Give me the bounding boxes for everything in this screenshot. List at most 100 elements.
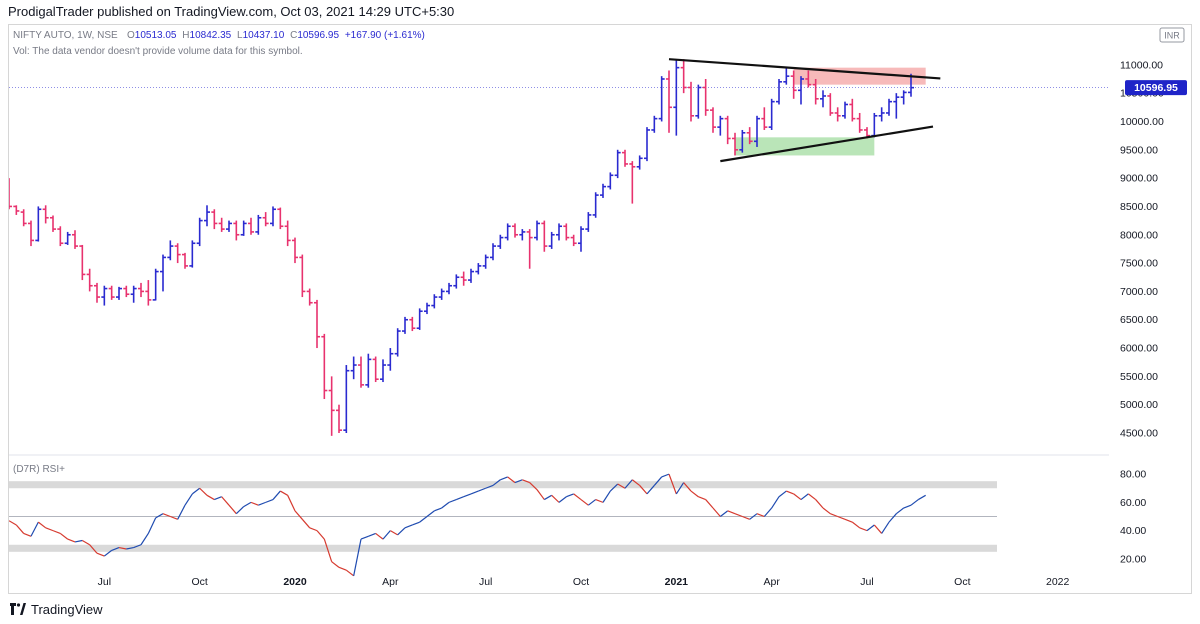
rsi-band	[9, 481, 997, 489]
ohlc-bar	[277, 207, 284, 230]
ohlc-bar	[42, 205, 49, 224]
rsi-segment	[162, 513, 171, 518]
rsi-segment	[822, 507, 831, 515]
ohlc-bar	[556, 223, 562, 241]
symbol-title: NIFTY AUTO, 1W, NSE	[13, 30, 118, 41]
rsi-tick-label: 40.00	[1120, 525, 1146, 537]
ohlc-bar	[64, 231, 71, 245]
ohlc-bar	[152, 268, 159, 301]
rsi-segment	[698, 496, 706, 501]
price-tick-label: 6000.00	[1120, 343, 1158, 355]
ohlc-bar	[695, 84, 702, 119]
rsi-tick-label: 20.00	[1120, 553, 1146, 565]
rsi-segment	[412, 521, 420, 526]
ohlc-bar	[365, 353, 372, 388]
change-value: +167.90 (+1.61%)	[345, 30, 425, 41]
ohlc-bar	[270, 206, 276, 227]
chart-frame[interactable]: NIFTY AUTO, 1W, NSE O10513.05 H10842.35 …	[8, 24, 1192, 594]
rsi-segment	[111, 547, 120, 551]
footer-brand[interactable]: TradingView	[10, 600, 103, 618]
ohlc-bar	[805, 70, 812, 88]
rsi-segment	[778, 490, 787, 498]
rsi-segment	[375, 532, 384, 540]
ohlc-bar	[651, 115, 658, 133]
ohlc-bar	[306, 288, 313, 306]
rsi-segment	[873, 524, 883, 534]
rsi-segment	[830, 513, 838, 518]
ohlc-bar	[79, 244, 86, 281]
time-tick-label: Apr	[763, 576, 780, 588]
ohlc-bar	[820, 90, 826, 108]
ohlc-bar	[578, 226, 584, 252]
rsi-segment	[661, 473, 670, 478]
ohlc-bar	[453, 274, 460, 289]
ohlc-bar	[886, 98, 892, 116]
ohlc-bar	[541, 220, 548, 252]
ohlc-bar	[739, 129, 746, 153]
rsi-segment	[235, 506, 245, 515]
ohlc-bar	[629, 161, 636, 204]
price-pane[interactable]	[9, 58, 1109, 436]
rsi-segment	[345, 569, 355, 577]
ohlc-bar	[394, 328, 401, 357]
rsi-segment	[228, 504, 237, 515]
rsi-segment	[250, 501, 259, 506]
ohlc-bar	[431, 294, 438, 309]
chart-canvas[interactable]: NIFTY AUTO, 1W, NSE O10513.05 H10842.35 …	[9, 25, 1191, 593]
ohlc-bar	[776, 78, 782, 105]
time-tick-label: Jul	[479, 576, 492, 588]
rsi-segment	[89, 544, 98, 554]
price-tick-label: 6500.00	[1120, 314, 1158, 326]
time-tick-label: Oct	[954, 576, 970, 588]
price-tick-label: 10000.00	[1120, 116, 1164, 128]
rsi-segment	[323, 538, 333, 562]
rsi-tick-label: 60.00	[1120, 497, 1146, 509]
ohlc-bar	[790, 70, 797, 99]
ohlc-bar	[570, 234, 577, 247]
ohlc-bar	[475, 263, 482, 275]
ohlc-bar	[768, 98, 775, 130]
ohlc-readout: O10513.05 H10842.35 L10437.10 C10596.95 …	[127, 30, 425, 41]
ohlc-bar	[86, 268, 93, 292]
ohlc-bar	[350, 356, 357, 380]
rsi-segment	[59, 532, 69, 540]
rsi-pane[interactable]	[9, 473, 997, 577]
ohlc-bar	[732, 132, 738, 156]
ohlc-bar	[908, 73, 914, 97]
price-tick-label: 4500.00	[1120, 428, 1158, 440]
lower-trendline	[720, 125, 934, 163]
last-price-label: 10596.95	[1134, 82, 1178, 94]
ohlc-bar	[526, 229, 533, 269]
rsi-segment	[258, 501, 266, 506]
low-value: 10437.10	[243, 30, 285, 41]
ohlc-bar	[57, 226, 64, 247]
rsi-segment	[338, 566, 347, 571]
ohlc-bar	[321, 333, 328, 400]
rsi-segment	[448, 498, 457, 503]
rsi-segment	[580, 499, 589, 506]
rsi-segment	[742, 515, 750, 520]
rsi-segment	[126, 546, 134, 550]
time-tick-label: Apr	[382, 576, 399, 588]
footer-brand-text: TradingView	[31, 601, 103, 617]
ohlc-bar	[292, 237, 298, 264]
last-price-badge	[1125, 80, 1187, 96]
ohlc-bar	[13, 205, 20, 215]
ohlc-bar	[600, 183, 606, 198]
rsi-segment	[478, 487, 486, 492]
rsi-segment	[690, 490, 699, 498]
ohlc-bar	[94, 282, 100, 303]
ohlc-bar	[328, 376, 335, 436]
ohlc-bar	[416, 308, 423, 330]
price-tick-label: 8500.00	[1120, 201, 1158, 213]
close-value: 10596.95	[297, 30, 339, 41]
ohlc-bar	[842, 101, 848, 119]
rsi-segment	[918, 494, 926, 501]
ohlc-bar	[856, 112, 863, 133]
ohlc-bar	[189, 240, 196, 268]
currency-badge[interactable]	[1159, 27, 1185, 43]
rsi-segment	[177, 504, 186, 520]
rsi-segment	[595, 498, 604, 503]
rsi-segment	[419, 516, 428, 523]
rsi-segment	[602, 490, 611, 503]
